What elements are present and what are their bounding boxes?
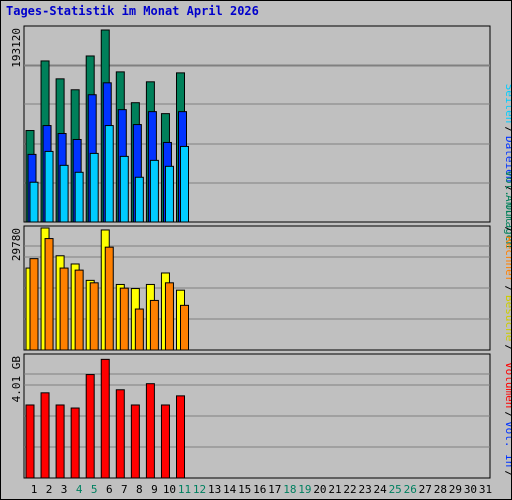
- legend-sep: /: [503, 470, 512, 477]
- bar-seiten: [149, 159, 159, 223]
- bar-volumen: [70, 407, 80, 479]
- bar-rechner: [89, 282, 99, 351]
- day-label: 6: [106, 483, 113, 496]
- bar-seiten: [104, 125, 114, 223]
- legend-besuche: Besuche: [503, 295, 512, 341]
- day-label: 25: [389, 483, 402, 496]
- bar-volumen: [115, 389, 125, 479]
- legend-volumen: Volumen: [503, 362, 512, 408]
- bar-seiten: [59, 164, 69, 223]
- y-axis-label: 29780: [10, 228, 23, 261]
- bar-rechner: [74, 269, 84, 351]
- legend-mid: Vol. Out/Rechner/Besuche/: [503, 170, 512, 351]
- legend-rechner: Rechner: [503, 236, 512, 283]
- day-label: 26: [404, 483, 417, 496]
- bar-volumen: [85, 374, 95, 479]
- legend-bottom: Volumen / Vol. In /: [503, 362, 512, 477]
- day-label: 23: [358, 483, 371, 496]
- day-label: 17: [268, 483, 281, 496]
- day-label: 21: [328, 483, 341, 496]
- legend-mid-text: Vol. Out/Rechner/Besuche/: [503, 170, 512, 351]
- day-label: 15: [238, 483, 251, 496]
- day-label: 22: [343, 483, 356, 496]
- bar-volumen: [25, 404, 35, 479]
- day-label: 1: [31, 483, 38, 496]
- day-label: 19: [298, 483, 311, 496]
- bar-rechner: [104, 246, 114, 351]
- bar-rechner: [134, 308, 144, 351]
- bar-seiten: [44, 150, 54, 223]
- bar-seiten: [119, 155, 129, 223]
- bar-rechner: [29, 258, 39, 351]
- day-label: 4: [76, 483, 83, 496]
- right-legend: Seiten/Dateien/Anfragen Vol. Out/Rechner…: [503, 84, 512, 477]
- y-axis-label: 4.01 GB: [10, 356, 23, 403]
- legend-vol-out: Vol. Out: [503, 170, 512, 223]
- bar-seiten: [164, 165, 174, 223]
- day-label: 2: [46, 483, 53, 496]
- legend-sep: /: [503, 185, 512, 192]
- legend-bottom-text: Volumen / Vol. In /: [503, 362, 512, 477]
- day-label: 24: [374, 483, 388, 496]
- day-label: 14: [223, 483, 237, 496]
- chart-title: Tages-Statistik im Monat April 2026: [6, 4, 259, 18]
- bar-volumen: [176, 395, 185, 479]
- bar-volumen: [145, 383, 155, 479]
- bar-rechner: [59, 267, 69, 351]
- bar-rechner: [119, 287, 129, 351]
- day-label: 5: [91, 483, 98, 496]
- bar-rechner: [44, 238, 54, 351]
- day-label: 13: [208, 483, 221, 496]
- legend-vol-in: Vol. In: [503, 421, 512, 467]
- bar-seiten: [134, 176, 144, 223]
- y-axis-label: 193120: [10, 28, 23, 68]
- day-label: 11: [178, 483, 191, 496]
- day-label: 31: [479, 483, 492, 496]
- bar-volumen: [160, 404, 170, 479]
- day-label: 3: [61, 483, 68, 496]
- legend-anfragen: Anfragen: [503, 195, 512, 248]
- legend-sep: /: [503, 285, 512, 292]
- day-label: 18: [283, 483, 296, 496]
- day-label: 10: [163, 483, 176, 496]
- legend-dateien: Dateien: [503, 136, 512, 182]
- day-label: 28: [434, 483, 447, 496]
- legend-top: Seiten/Dateien/Anfragen: [503, 84, 512, 248]
- bar-rechner: [149, 299, 159, 351]
- bar-volumen: [55, 404, 65, 479]
- bar-volumen: [100, 358, 110, 479]
- day-label: 20: [313, 483, 326, 496]
- bar-seiten: [74, 171, 84, 223]
- bar-seiten: [89, 152, 99, 223]
- legend-sep: /: [503, 226, 512, 233]
- legend-sep: /: [503, 411, 512, 418]
- day-label: 12: [193, 483, 206, 496]
- day-label: 8: [136, 483, 143, 496]
- legend-sep: /: [503, 126, 512, 133]
- day-label: 27: [419, 483, 432, 496]
- day-label: 7: [121, 483, 128, 496]
- bar-seiten: [29, 181, 39, 223]
- legend-seiten: Seiten: [503, 84, 512, 124]
- bar-volumen: [40, 392, 50, 479]
- bar-rechner: [180, 304, 189, 351]
- bar-rechner: [164, 282, 174, 351]
- bar-seiten: [180, 145, 189, 223]
- bar-volumen: [130, 404, 140, 479]
- day-label: 16: [253, 483, 266, 496]
- legend-sep: /: [503, 344, 512, 351]
- day-label: 29: [449, 483, 462, 496]
- day-label: 30: [464, 483, 477, 496]
- day-label: 9: [151, 483, 158, 496]
